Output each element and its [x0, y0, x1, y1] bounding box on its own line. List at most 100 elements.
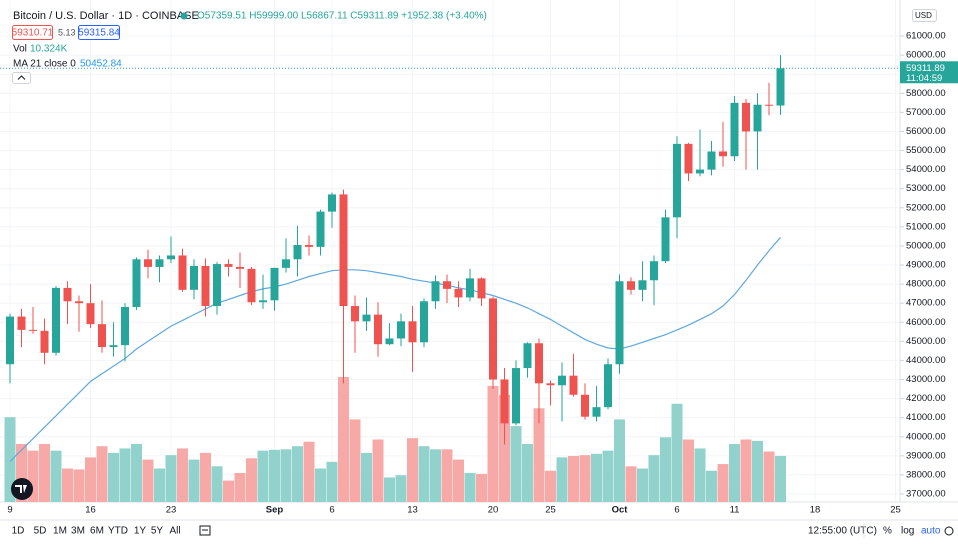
utc-time[interactable]: 12:55:00 (UTC)	[808, 526, 877, 537]
collapse-icon	[17, 75, 26, 80]
range-button[interactable]: All	[169, 526, 180, 537]
scale-option[interactable]: %	[883, 526, 892, 537]
compare-icon[interactable]	[199, 525, 211, 536]
candle-body	[765, 104, 773, 106]
volume-bar	[464, 472, 476, 502]
y-tick-label: 50000.00	[906, 240, 946, 251]
candle-body	[132, 259, 141, 307]
y-tick-label: 55000.00	[906, 145, 946, 156]
volume-bar	[269, 449, 280, 502]
candle-body	[178, 255, 187, 290]
volume-bar	[775, 455, 786, 502]
volume-bar	[395, 475, 407, 502]
currency[interactable]: USD	[915, 11, 932, 20]
range-button[interactable]: 6M	[90, 526, 104, 537]
volume-bar	[579, 455, 591, 502]
spread: 5.13	[58, 27, 76, 37]
vol-legend-name: Vol	[13, 44, 27, 55]
y-tick-label: 41000.00	[906, 412, 946, 423]
candle-body	[293, 244, 302, 260]
candle-body	[615, 281, 624, 365]
volume-bar	[39, 443, 50, 502]
scale-option[interactable]: auto	[921, 526, 941, 537]
volume-bar	[522, 443, 533, 502]
volume-bar	[200, 452, 211, 502]
currency-button[interactable]	[912, 9, 937, 22]
volume-bar	[418, 446, 430, 502]
x-tick-label: 9	[7, 505, 12, 516]
candle-body	[719, 151, 727, 157]
range-button[interactable]: YTD	[108, 526, 128, 537]
y-tick-label: 56000.00	[906, 126, 946, 137]
volume-bar	[246, 458, 257, 502]
ask-box[interactable]	[78, 25, 120, 40]
candle-body	[52, 287, 60, 353]
volume-bar	[315, 468, 326, 502]
bid-box[interactable]	[12, 25, 53, 40]
candle-body	[500, 379, 509, 424]
volume-bar	[4, 417, 16, 502]
y-tick-label: 54000.00	[906, 164, 946, 175]
x-tick-label: 11	[730, 505, 740, 516]
x-tick-label: Oct	[612, 505, 629, 516]
candle-body	[374, 314, 382, 345]
range-button[interactable]: 1M	[53, 526, 67, 537]
candle-body	[650, 261, 658, 281]
candle-body	[201, 265, 210, 307]
range-button[interactable]: 3M	[71, 526, 85, 537]
ohlc: O57359.51 H59999.00 L56867.11 C59311.89 …	[197, 11, 487, 22]
range-button[interactable]: 1Y	[134, 526, 147, 537]
candle-body	[155, 259, 164, 267]
volume-bar	[648, 455, 660, 502]
volume-bar	[372, 439, 384, 502]
candle-body	[638, 280, 647, 290]
candle-body	[569, 375, 578, 395]
range-button[interactable]: 5Y	[151, 526, 164, 537]
volume-bar	[257, 450, 269, 502]
settings-icon[interactable]	[944, 526, 954, 536]
ask[interactable]: 59315.84	[78, 28, 120, 39]
y-tick-label: 61000.00	[906, 31, 946, 42]
candle-body	[776, 68, 785, 106]
range-button[interactable]: 1D	[12, 526, 25, 537]
volume-bar	[763, 451, 775, 502]
range-button[interactable]: 5D	[34, 526, 47, 537]
volume-bar	[671, 403, 683, 502]
y-tick-label: 53000.00	[906, 183, 946, 194]
candle-body	[316, 211, 325, 247]
volume-bar	[326, 461, 338, 502]
volume-bar	[188, 459, 200, 502]
candle-body	[408, 321, 417, 343]
x-tick-label: 6	[329, 505, 334, 516]
scale-option[interactable]: log	[901, 526, 914, 537]
icon-box	[199, 525, 211, 536]
volume-bar	[131, 443, 142, 502]
collapse-button[interactable]	[12, 72, 31, 84]
volume-bar	[27, 450, 39, 502]
volume-bar	[16, 443, 27, 502]
volume-bar	[407, 438, 418, 502]
volume-bar	[568, 456, 579, 502]
x-tick-label: Sep	[266, 505, 284, 516]
x-tick-label: 20	[488, 505, 499, 516]
tv-logo-mark	[15, 485, 27, 493]
candle-body	[454, 288, 463, 298]
candle-body	[63, 287, 72, 302]
candle-body	[512, 368, 520, 424]
volume-bar	[441, 449, 453, 502]
candle-body	[75, 301, 83, 304]
ma-legend-name: MA 21 close 0	[13, 59, 76, 70]
volume-bar	[349, 419, 361, 502]
candle-body	[17, 316, 26, 330]
volume-bar	[487, 385, 499, 502]
bid[interactable]: 59310.71	[12, 28, 54, 39]
last-price-label: 59311.89	[906, 63, 945, 74]
candle-body	[98, 324, 106, 348]
volume-bar	[73, 469, 85, 502]
candle-body	[351, 306, 359, 322]
y-tick-label: 48000.00	[906, 279, 946, 290]
candle-body	[270, 267, 279, 301]
y-tick-label: 58000.00	[906, 88, 946, 99]
volume-bar	[602, 450, 614, 502]
candle-body	[684, 143, 693, 174]
